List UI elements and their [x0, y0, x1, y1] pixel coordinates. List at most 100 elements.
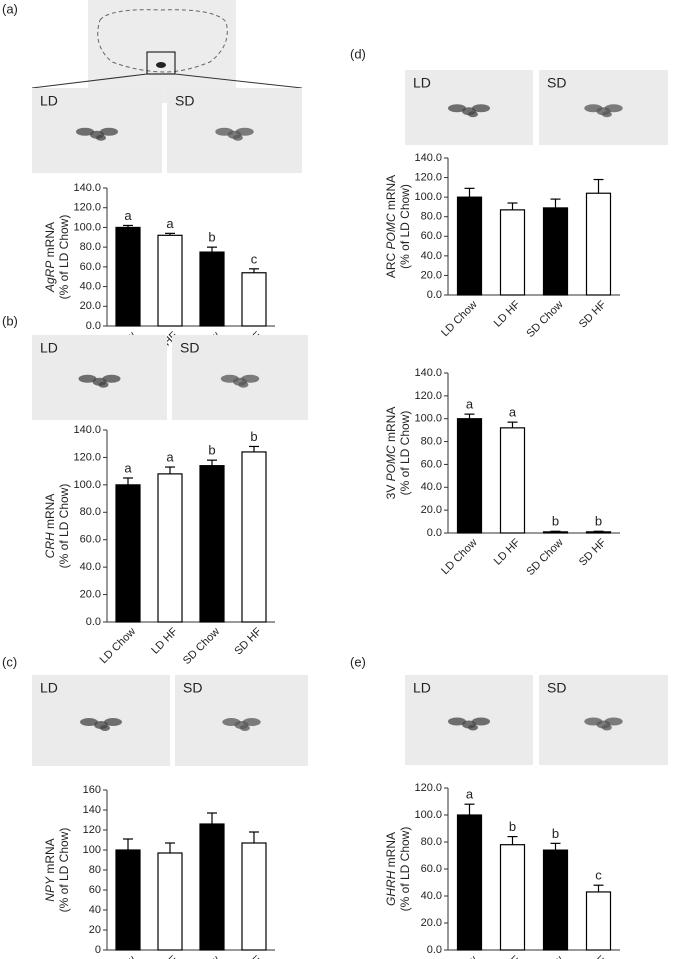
y-tick-label: 140: [83, 804, 101, 816]
y-axis-label: AgRP mRNA: [43, 222, 57, 293]
panel-label: (d): [350, 46, 366, 61]
significance-letter: b: [208, 230, 215, 245]
bar: [199, 465, 225, 623]
micrograph: [405, 675, 533, 765]
micrograph: [172, 335, 308, 420]
y-tick-label: 140.0: [73, 182, 101, 194]
signal: [100, 127, 118, 136]
y-tick-label: 60.0: [421, 863, 442, 875]
significance-letter: b: [595, 514, 602, 529]
y-tick-label: 20.0: [421, 917, 442, 929]
significance-letter: a: [466, 787, 474, 802]
signal: [601, 111, 612, 118]
image-label: SD: [180, 340, 199, 356]
y-tick-label: 60.0: [421, 230, 442, 242]
y-label-part: POMC: [384, 213, 398, 249]
signal: [104, 718, 122, 727]
y-tick-label: 120.0: [414, 171, 442, 183]
bar: [542, 531, 569, 534]
y-label-part: NPY: [43, 876, 57, 902]
panel-label: (e): [350, 654, 366, 669]
x-tick-label: SD HF: [577, 536, 609, 568]
error-bar: [593, 178, 604, 194]
y-axis-label: GHRH mRNA: [384, 832, 398, 906]
signal: [76, 127, 94, 136]
x-tick-label: LD HF: [492, 953, 523, 959]
bar: [542, 207, 569, 296]
y-tick-label: 80.0: [421, 435, 442, 447]
y-label-part: AgRP: [43, 261, 57, 293]
significance-letter: b: [552, 826, 559, 841]
signal: [604, 104, 623, 113]
bar: [115, 484, 141, 623]
y-tick-label: 0.0: [86, 616, 101, 628]
signal: [98, 381, 109, 388]
bar: [199, 251, 225, 327]
error-bar: [249, 445, 259, 452]
y-label-part: mRNA: [384, 407, 398, 446]
signal: [102, 374, 121, 383]
bar: [157, 852, 183, 951]
panel-label: (c): [2, 654, 17, 669]
bar: [241, 451, 267, 623]
y-tick-label: 20.0: [80, 300, 101, 312]
micrograph: [32, 335, 167, 420]
inset-box: [146, 51, 176, 75]
y-tick-label: 100: [83, 844, 101, 856]
error-bar: [249, 831, 259, 843]
y-tick-label: 0.0: [86, 320, 101, 332]
error-bar: [165, 232, 175, 236]
image-label: SD: [547, 680, 566, 696]
significance-letter: b: [250, 429, 257, 444]
y-tick-label: 120.0: [73, 202, 101, 214]
y-label-part: CRH: [43, 532, 57, 558]
error-bar: [207, 812, 217, 824]
signal: [468, 724, 478, 731]
image-label: SD: [175, 93, 194, 109]
error-bar: [464, 413, 475, 419]
y-tick-label: 140.0: [73, 424, 101, 436]
x-tick-label: SD Chow: [524, 537, 565, 578]
micrograph: [32, 88, 162, 173]
y-label-part: mRNA: [43, 222, 57, 261]
signal: [232, 134, 243, 141]
y-axis-unit: (% of LD Chow): [57, 484, 71, 569]
y-tick-label: 20.0: [80, 588, 101, 600]
y-tick-label: 100.0: [414, 809, 442, 821]
y-tick-label: 60.0: [80, 261, 101, 273]
y-tick-label: 100.0: [73, 221, 101, 233]
y-tick-label: 120.0: [73, 451, 101, 463]
y-tick-label: 140.0: [414, 367, 442, 379]
error-bar: [507, 835, 518, 845]
panel-label: (b): [2, 313, 18, 328]
error-bar: [249, 268, 259, 273]
error-bar: [123, 477, 133, 485]
bar: [542, 849, 569, 951]
error-bar: [550, 198, 561, 208]
y-tick-label: 20.0: [421, 504, 442, 516]
significance-letter: a: [166, 449, 174, 464]
signal: [604, 717, 623, 726]
bar: [456, 814, 483, 951]
x-tick-label: LD Chow: [98, 626, 139, 667]
x-tick-label: SD HF: [232, 953, 264, 959]
significance-letter: c: [595, 868, 602, 883]
x-tick-label: SD HF: [232, 625, 264, 657]
y-tick-label: 20: [89, 924, 101, 936]
signal: [100, 725, 110, 732]
micrograph: [175, 675, 308, 766]
y-tick-label: 120.0: [414, 390, 442, 402]
image-label: LD: [413, 680, 431, 696]
signal: [468, 111, 478, 118]
y-tick-label: 0.0: [427, 527, 442, 539]
y-label-part: mRNA: [43, 494, 57, 533]
significance-letter: a: [466, 397, 474, 412]
x-tick-label: LD HF: [149, 625, 180, 656]
panel-label: (a): [2, 1, 18, 16]
image-label: SD: [547, 75, 566, 91]
bar: [115, 226, 141, 327]
section-outline: [97, 9, 228, 73]
micrograph: [539, 675, 668, 765]
signal: [78, 374, 97, 383]
